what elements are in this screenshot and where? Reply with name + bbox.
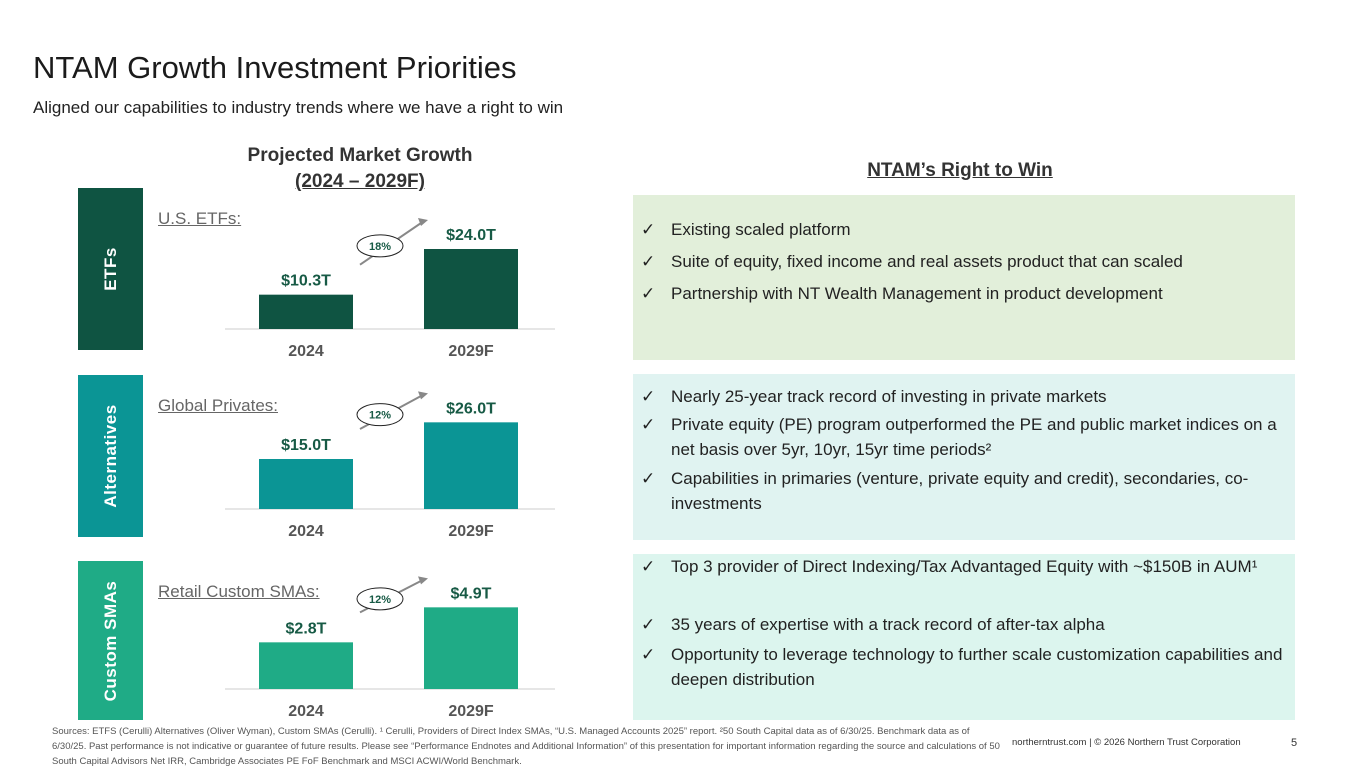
chart-heading: Projected Market Growth (2024 – 2029F) bbox=[200, 143, 520, 195]
bullet-text: Nearly 25-year track record of investing… bbox=[671, 387, 1107, 406]
bar-2024 bbox=[259, 642, 353, 689]
growth-badge bbox=[356, 403, 404, 427]
checkmark-icon: ✓ bbox=[641, 645, 656, 664]
growth-badge bbox=[356, 234, 404, 258]
footer-copyright: northerntrust.com | © 2026 Northern Trus… bbox=[1012, 737, 1241, 748]
bullet-item: ✓ 35 years of expertise with a track reco… bbox=[641, 612, 1291, 637]
bullet-item: ✓ Private equity (PE) program outperforme… bbox=[641, 412, 1291, 462]
x-tick-label: 2029F bbox=[448, 343, 494, 360]
x-tick-label: 2024 bbox=[288, 343, 324, 360]
bullet-text: Existing scaled platform bbox=[671, 220, 851, 239]
bar-chart-alt: $15.0T 2024 $26.0T 2029F 12% bbox=[225, 391, 555, 540]
checkmark-icon: ✓ bbox=[641, 252, 656, 271]
chart-heading-line1: Projected Market Growth bbox=[247, 145, 473, 166]
bar-value-label: $26.0T bbox=[446, 400, 496, 417]
page-title: NTAM Growth Investment Priorities bbox=[33, 50, 517, 85]
right-to-win-panel-sma: ✓ Top 3 provider of Direct Indexing/Tax A… bbox=[633, 554, 1295, 720]
bullet-item: ✓ Partnership with NT Wealth Management i… bbox=[641, 281, 1291, 306]
bar-2024 bbox=[259, 294, 353, 329]
bullet-item: ✓ Capabilities in primaries (venture, pri… bbox=[641, 466, 1291, 516]
bullet-text: Private equity (PE) program outperformed… bbox=[671, 415, 1277, 459]
bar-chart-etf: $10.3T 2024 $24.0T 2029F 18% bbox=[225, 218, 555, 360]
page-number: 5 bbox=[1291, 737, 1298, 749]
x-tick-label: 2024 bbox=[288, 523, 324, 540]
bullet-text: Opportunity to leverage technology to fu… bbox=[671, 645, 1283, 689]
bar-value-label: $15.0T bbox=[281, 437, 331, 454]
growth-rate: 18% bbox=[369, 241, 391, 253]
bar-2029F bbox=[424, 249, 518, 329]
x-tick-label: 2029F bbox=[448, 703, 494, 720]
bullet-item: ✓ Nearly 25-year track record of investin… bbox=[641, 384, 1291, 409]
segment-tab-alt: Alternatives bbox=[78, 375, 143, 537]
right-to-win-heading: NTAM’s Right to Win bbox=[867, 160, 1053, 181]
bullet-item: ✓ Existing scaled platform bbox=[641, 217, 1291, 242]
checkmark-icon: ✓ bbox=[641, 387, 656, 406]
x-tick-label: 2024 bbox=[288, 703, 324, 720]
arrow-head-icon bbox=[418, 391, 428, 400]
bar-2024 bbox=[259, 459, 353, 509]
checkmark-icon: ✓ bbox=[641, 469, 656, 488]
bullet-text: Top 3 provider of Direct Indexing/Tax Ad… bbox=[671, 557, 1258, 576]
checkmark-icon: ✓ bbox=[641, 415, 656, 434]
checkmark-icon: ✓ bbox=[641, 284, 656, 303]
bullet-text: Capabilities in primaries (venture, priv… bbox=[671, 469, 1249, 513]
checkmark-icon: ✓ bbox=[641, 557, 656, 576]
bar-value-label: $4.9T bbox=[451, 585, 492, 602]
bar-2029F bbox=[424, 607, 518, 689]
bullet-text: Partnership with NT Wealth Management in… bbox=[671, 284, 1163, 303]
arrow-head-icon bbox=[418, 576, 428, 585]
bullet-text: Suite of equity, fixed income and real a… bbox=[671, 252, 1183, 271]
segment-tab-etf: ETFs bbox=[78, 188, 143, 350]
right-to-win-panel-etf: ✓ Existing scaled platform ✓ Suite of equit… bbox=[633, 195, 1295, 360]
checkmark-icon: ✓ bbox=[641, 615, 656, 634]
bar-value-label: $24.0T bbox=[446, 227, 496, 244]
chart-heading-line2: (2024 – 2029F) bbox=[295, 171, 425, 192]
bar-value-label: $2.8T bbox=[286, 620, 327, 637]
right-to-win-panel-alt: ✓ Nearly 25-year track record of investin… bbox=[633, 374, 1295, 540]
bar-value-label: $10.3T bbox=[281, 273, 331, 290]
x-tick-label: 2029F bbox=[448, 523, 494, 540]
footnote: Sources: ETFS (Cerulli) Alternatives (Ol… bbox=[52, 726, 1000, 767]
chart-title: Retail Custom SMAs: bbox=[158, 582, 320, 601]
bullet-item: ✓ Top 3 provider of Direct Indexing/Tax A… bbox=[641, 554, 1291, 579]
checkmark-icon: ✓ bbox=[641, 220, 656, 239]
chart-title: Global Privates: bbox=[158, 396, 278, 415]
bar-2029F bbox=[424, 422, 518, 509]
bar-chart-sma: $2.8T 2024 $4.9T 2029F 12% bbox=[225, 576, 555, 720]
growth-rate: 12% bbox=[369, 410, 391, 422]
growth-rate: 12% bbox=[369, 594, 391, 606]
segment-tab-sma: Custom SMAs bbox=[78, 561, 143, 720]
bullet-item: ✓ Opportunity to leverage technology to f… bbox=[641, 642, 1291, 692]
segment-label: ETFs bbox=[100, 247, 120, 291]
growth-badge bbox=[356, 587, 404, 611]
bullet-text: 35 years of expertise with a track recor… bbox=[671, 615, 1105, 634]
segment-label: Custom SMAs bbox=[100, 580, 120, 701]
page-subtitle: Aligned our capabilities to industry tre… bbox=[33, 98, 564, 117]
arrow-head-icon bbox=[418, 218, 428, 226]
bullet-item: ✓ Suite of equity, fixed income and real … bbox=[641, 249, 1291, 274]
chart-title: U.S. ETFs: bbox=[158, 209, 242, 228]
segment-label: Alternatives bbox=[100, 404, 120, 508]
